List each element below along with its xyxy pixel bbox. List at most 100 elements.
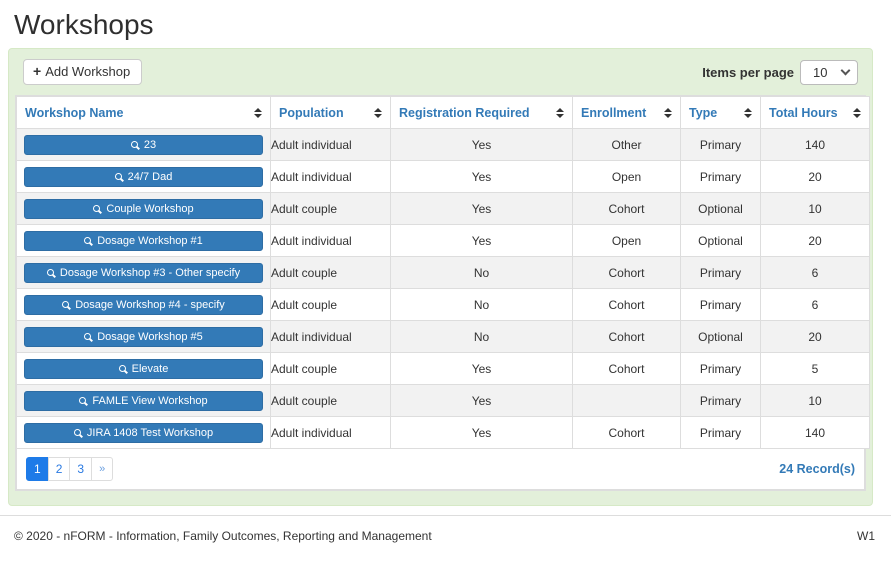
sort-icon[interactable] [744, 107, 752, 118]
table-row: Dosage Workshop #5 Adult individual No C… [16, 320, 870, 353]
page-button-next[interactable]: » [91, 457, 114, 481]
workshop-name-label: 24/7 Dad [127, 170, 173, 183]
search-icon [62, 300, 70, 309]
column-label: Population [279, 105, 344, 120]
enrollment-cell: Cohort [572, 256, 681, 289]
pagination: 1 2 3 » [26, 457, 114, 481]
page-button-2[interactable]: 2 [47, 457, 71, 481]
plus-icon: + [33, 63, 42, 79]
registration-required-cell: No [390, 288, 573, 321]
type-cell: Primary [680, 384, 761, 417]
table-row: Elevate Adult couple Yes Cohort Primary … [16, 352, 870, 385]
workshops-table-wrap: Workshop Name Population Registration Re… [15, 95, 870, 491]
search-icon [84, 236, 92, 245]
table-row: JIRA 1408 Test Workshop Adult individual… [16, 416, 870, 449]
workshop-link-button[interactable]: Couple Workshop [24, 198, 263, 219]
column-label: Registration Required [399, 105, 530, 120]
sort-icon[interactable] [853, 107, 861, 118]
items-per-page-select[interactable]: 10 [800, 59, 858, 85]
total-hours-cell: 10 [760, 192, 870, 225]
population-cell: Adult couple [270, 352, 391, 385]
workshop-name-label: 23 [143, 138, 157, 151]
sort-icon[interactable] [556, 107, 564, 118]
workshop-name-cell: FAMLE View Workshop [16, 384, 271, 417]
search-icon [79, 396, 87, 405]
items-per-page-select-wrap: 10 [800, 59, 858, 85]
workshop-link-button[interactable]: Dosage Workshop #3 - Other specify [24, 262, 263, 283]
enrollment-cell: Cohort [572, 288, 681, 321]
workshop-link-button[interactable]: 24/7 Dad [24, 166, 263, 187]
total-hours-cell: 6 [760, 288, 870, 321]
search-icon [93, 204, 101, 213]
registration-required-cell: Yes [390, 128, 573, 161]
type-cell: Optional [680, 224, 761, 257]
workshops-panel: + Add Workshop Items per page 10 Worksho… [8, 48, 873, 506]
type-cell: Primary [680, 288, 761, 321]
type-cell: Primary [680, 352, 761, 385]
search-icon [46, 268, 55, 277]
column-header-type[interactable]: Type [680, 96, 761, 129]
total-hours-cell: 20 [760, 320, 870, 353]
search-icon [118, 364, 127, 373]
sort-icon[interactable] [374, 107, 382, 118]
column-header-total-hours[interactable]: Total Hours [760, 96, 870, 129]
workshop-link-button[interactable]: Elevate [24, 358, 263, 379]
sort-icon[interactable] [254, 107, 262, 118]
registration-required-cell: Yes [390, 160, 573, 193]
table-row: Dosage Workshop #4 - specify Adult coupl… [16, 288, 870, 321]
page-title: Workshops [14, 9, 154, 40]
workshop-link-button[interactable]: JIRA 1408 Test Workshop [24, 422, 263, 443]
workshop-name-label: Dosage Workshop #3 - Other specify [59, 266, 241, 279]
workshop-name-cell: Dosage Workshop #4 - specify [16, 288, 271, 321]
column-header-enrollment[interactable]: Enrollment [572, 96, 681, 129]
population-cell: Adult individual [270, 160, 391, 193]
registration-required-cell: Yes [390, 416, 573, 449]
table-row: 23 Adult individual Yes Other Primary 14… [16, 128, 870, 161]
workshop-name-cell: Dosage Workshop #3 - Other specify [16, 256, 271, 289]
type-cell: Primary [680, 416, 761, 449]
workshop-link-button[interactable]: 23 [24, 134, 263, 155]
enrollment-cell: Cohort [572, 416, 681, 449]
column-header-workshop-name[interactable]: Workshop Name [16, 96, 271, 129]
column-header-population[interactable]: Population [270, 96, 391, 129]
enrollment-cell: Other [572, 128, 681, 161]
workshop-link-button[interactable]: FAMLE View Workshop [24, 390, 263, 411]
total-hours-cell: 6 [760, 256, 870, 289]
population-cell: Adult individual [270, 224, 391, 257]
workshop-link-button[interactable]: Dosage Workshop #5 [24, 326, 263, 347]
workshop-name-cell: Elevate [16, 352, 271, 385]
workshop-name-cell: Dosage Workshop #1 [16, 224, 271, 257]
add-workshop-label: Add Workshop [45, 64, 131, 79]
add-workshop-button[interactable]: + Add Workshop [23, 59, 143, 85]
type-cell: Primary [680, 160, 761, 193]
table-row: Dosage Workshop #3 - Other specify Adult… [16, 256, 870, 289]
population-cell: Adult individual [270, 416, 391, 449]
type-cell: Optional [680, 320, 761, 353]
footer-copyright: © 2020 - nFORM - Information, Family Out… [14, 529, 432, 543]
workshop-name-label: JIRA 1408 Test Workshop [86, 426, 214, 439]
workshop-link-button[interactable]: Dosage Workshop #4 - specify [24, 294, 263, 315]
registration-required-cell: Yes [390, 352, 573, 385]
workshop-name-label: Couple Workshop [106, 202, 194, 215]
search-icon [73, 428, 82, 437]
total-hours-cell: 20 [760, 160, 870, 193]
column-label: Type [689, 105, 718, 120]
population-cell: Adult couple [270, 256, 391, 289]
registration-required-cell: Yes [390, 192, 573, 225]
column-header-registration-required[interactable]: Registration Required [390, 96, 573, 129]
enrollment-cell: Cohort [572, 352, 681, 385]
enrollment-cell: Open [572, 224, 681, 257]
items-per-page: Items per page 10 [702, 59, 858, 85]
table-header-row: Workshop Name Population Registration Re… [16, 96, 870, 129]
enrollment-cell: Cohort [572, 320, 681, 353]
sort-icon[interactable] [664, 107, 672, 118]
page-button-1[interactable]: 1 [26, 457, 49, 481]
registration-required-cell: Yes [390, 224, 573, 257]
registration-required-cell: No [390, 320, 573, 353]
items-per-page-label: Items per page [702, 64, 794, 80]
page-button-3[interactable]: 3 [69, 457, 93, 481]
table-row: 24/7 Dad Adult individual Yes Open Prima… [16, 160, 870, 193]
total-hours-cell: 20 [760, 224, 870, 257]
search-icon [84, 332, 92, 341]
workshop-link-button[interactable]: Dosage Workshop #1 [24, 230, 263, 251]
